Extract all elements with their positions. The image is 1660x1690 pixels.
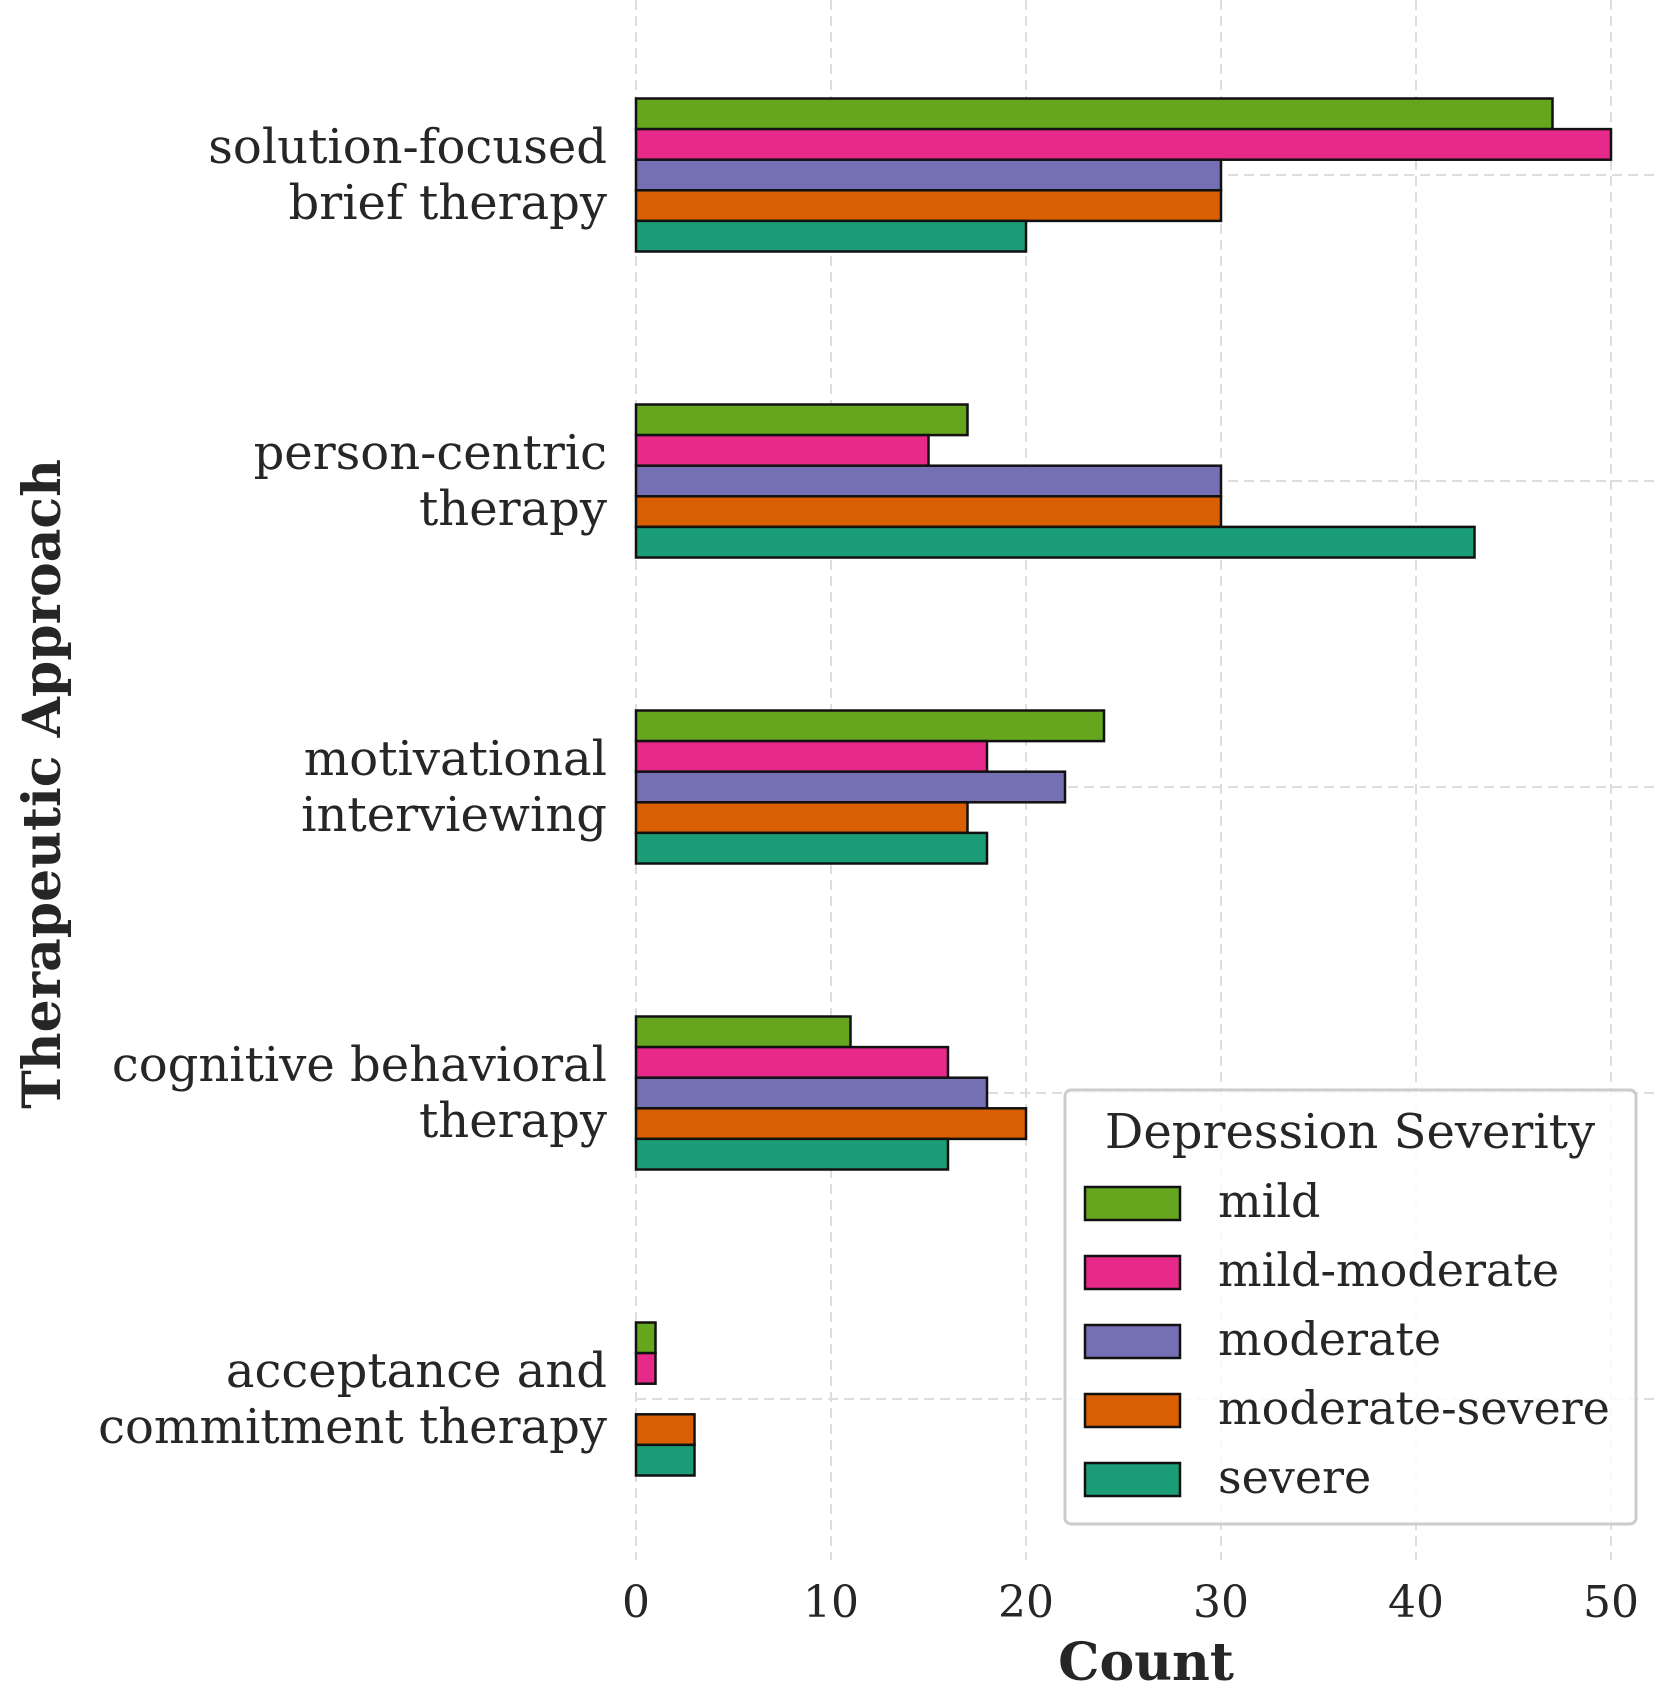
x-tick-label: 50 [1583, 1577, 1639, 1628]
legend-label-mild-moderate: mild-moderate [1218, 1243, 1559, 1297]
bar-mild-moderate [634, 127, 1613, 161]
category-label: acceptance and [226, 1343, 607, 1399]
legend-swatch-mild [1083, 1185, 1182, 1222]
x-tick-label: 10 [803, 1577, 859, 1628]
bar-mild-moderate [634, 1045, 950, 1079]
legend: Depression Severity mild mild-moderate mod… [1063, 1088, 1638, 1526]
bar-mild [634, 403, 969, 437]
legend-label-moderate: moderate [1218, 1312, 1441, 1366]
bar-moderate-severe [634, 189, 1223, 223]
category-label: commitment therapy [98, 1399, 607, 1455]
legend-items: mild mild-moderate moderate moderate-severe… [1083, 1174, 1610, 1504]
bar-moderate-severe [634, 1413, 696, 1447]
bar-severe [634, 1443, 696, 1477]
bar-mild-moderate [634, 739, 989, 773]
bar-moderate [634, 1076, 989, 1110]
x-tick-label: 40 [1388, 1577, 1444, 1628]
legend-label-mild: mild [1218, 1174, 1321, 1228]
x-axis-title: Count [1058, 1632, 1234, 1690]
bar-moderate [634, 770, 1067, 804]
legend-title: Depression Severity [1105, 1104, 1595, 1160]
legend-frame [1063, 1088, 1638, 1526]
bar-severe [634, 831, 989, 865]
x-tick-labels: 0 10 20 30 40 50 [622, 1577, 1639, 1628]
legend-label-moderate-severe: moderate-severe [1218, 1381, 1610, 1435]
category-label: brief therapy [289, 175, 607, 231]
legend-label-severe: severe [1218, 1450, 1371, 1504]
legend-swatch-moderate-severe [1083, 1392, 1182, 1429]
bar-moderate-severe [634, 1107, 1028, 1141]
category-label: cognitive behavioral [112, 1037, 607, 1093]
bar-mild [634, 1015, 852, 1049]
bar-moderate [634, 464, 1223, 498]
bar-severe [634, 525, 1476, 559]
bar-mild [634, 97, 1554, 131]
y-axis-title: Therapeutic Approach [12, 459, 73, 1109]
category-label: therapy [419, 481, 607, 537]
category-label: motivational [304, 731, 607, 787]
category-label: solution-focused [208, 119, 607, 175]
legend-swatch-severe [1083, 1461, 1182, 1498]
category-label: therapy [419, 1093, 607, 1149]
bar-severe [634, 219, 1028, 253]
bar-mild [634, 709, 1106, 743]
bar-moderate-severe [634, 495, 1223, 529]
legend-swatch-moderate [1083, 1323, 1182, 1360]
bar-moderate [634, 158, 1223, 192]
x-tick-label: 30 [1193, 1577, 1249, 1628]
x-tick-label: 20 [998, 1577, 1054, 1628]
x-tick-label: 0 [622, 1577, 650, 1628]
category-label: interviewing [301, 787, 607, 843]
legend-swatch-mild-moderate [1083, 1254, 1182, 1291]
bar-moderate-severe [634, 801, 969, 835]
bar-mild [634, 1321, 657, 1355]
bar-severe [634, 1137, 950, 1171]
bars [634, 97, 1613, 1477]
category-label: person-centric [254, 425, 607, 481]
bar-mild-moderate [634, 1351, 657, 1385]
bar-mild-moderate [634, 433, 930, 467]
